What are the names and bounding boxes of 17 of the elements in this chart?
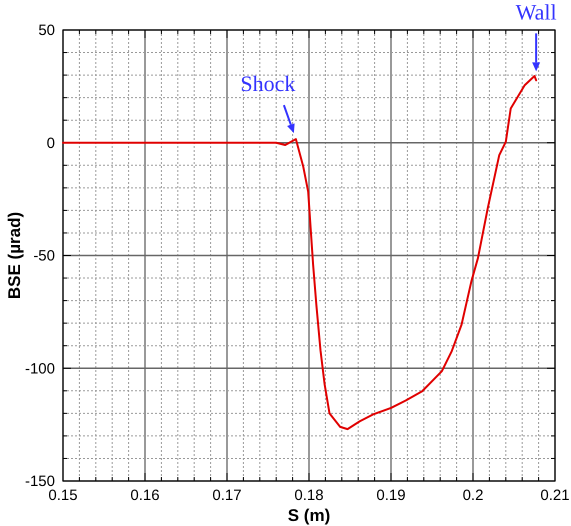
y-tick-label: -50: [33, 248, 55, 264]
y-tick-label: 0: [46, 134, 55, 152]
y-tick-label: 50: [38, 22, 55, 39]
x-tick-label: 0.21: [540, 487, 570, 504]
y-tick-label: -100: [24, 360, 55, 378]
y-tick-label: -150: [24, 473, 55, 490]
x-axis-title: S (m): [288, 506, 330, 525]
x-tick-label: 0.19: [376, 487, 406, 504]
x-tick-label: 0.15: [48, 487, 78, 504]
x-tick-label: 0.18: [294, 487, 324, 504]
y-axis-title: BSE (µrad): [5, 212, 24, 300]
x-tick-label: 0.2: [462, 487, 484, 504]
x-tick-label: 0.17: [212, 487, 242, 504]
annotation: Shock: [240, 71, 296, 96]
x-tick-label: 0.16: [130, 487, 160, 504]
annotation: Wall: [516, 0, 557, 24]
line-series: [62, 75, 538, 430]
